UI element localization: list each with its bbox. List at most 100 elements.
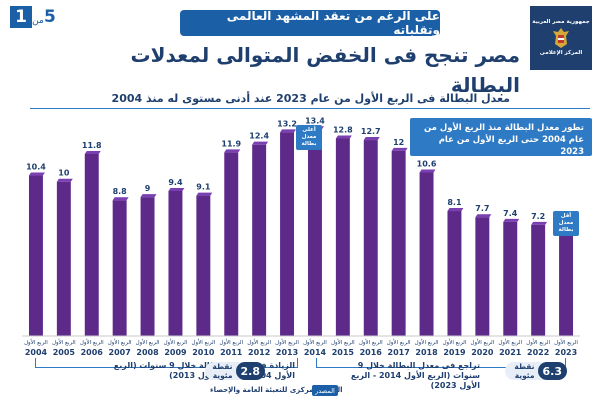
data-label-2018: 10.6 [417,159,437,168]
quarter-label-2020: الربع الأول [470,338,494,346]
data-label-2012: 12.4 [249,132,269,141]
data-label-2020: 7.7 [475,204,489,213]
info-box: تطور معدل البطالة منذ الربع الأول من عام… [410,118,592,157]
decrease-value: 6.3 [537,362,567,380]
x-tick-2020: 2020 [471,348,494,357]
data-label-2006: 11.8 [82,141,102,150]
x-tick-2017: 2017 [388,348,410,357]
bar-cap-2021 [503,218,520,222]
quarter-label-2005: الربع الأول [52,338,76,346]
quarter-label-2016: الربع الأول [359,338,383,346]
quarter-label-2018: الربع الأول [415,338,439,346]
data-label-2004: 10.4 [26,163,46,172]
quarter-label-2004: الربع الأول [24,338,48,346]
x-tick-2005: 2005 [53,348,76,357]
eagle-icon [553,28,569,48]
bar-2017 [391,150,406,336]
quarter-label-2007: الربع الأول [108,338,132,346]
quarter-label-2014: الربع الأول [303,338,327,346]
x-tick-2007: 2007 [109,348,131,357]
x-tick-2008: 2008 [136,348,159,357]
bar-2021 [503,221,518,336]
bar-2012 [252,144,267,336]
x-tick-2006: 2006 [81,348,104,357]
x-tick-2010: 2010 [192,348,215,357]
quarter-label-2019: الربع الأول [443,338,467,346]
bar-cap-2007 [112,197,129,201]
page-title: مصر تنجح فى الخفض المتوالى لمعدلات البطا… [130,43,520,97]
x-tick-2004: 2004 [25,348,48,357]
quarter-label-2011: الربع الأول [219,338,243,346]
kicker-banner: على الرغم من تعقد المشهد العالمى وتقلبات… [180,9,440,37]
bar-cap-2019 [447,208,464,212]
data-label-2005: 10 [58,169,70,178]
data-label-2014: 13.4 [305,116,325,125]
bar-cap-2012 [252,141,269,145]
decrease-unit: نقطة مئوية [514,362,535,380]
note-max: أعلى معدل بطالة [296,125,322,150]
x-tick-2016: 2016 [360,348,383,357]
data-label-2007: 8.8 [113,187,128,196]
data-label-2016: 12.7 [361,127,381,136]
logo-line2: المركز الإعلامى [539,50,583,56]
x-tick-2021: 2021 [499,348,522,357]
quarter-label-2023: الربع الأول [554,338,578,346]
bar-cap-2018 [419,169,436,173]
bar-cap-2016 [363,137,380,141]
quarter-label-2008: الربع الأول [136,338,160,346]
increase-annotation: الزيادة فى معدل البطالة خلال 9 سنوات (ال… [113,361,295,380]
bar-2015 [335,138,350,336]
quarter-label-2015: الربع الأول [331,338,355,346]
bar-2020 [475,217,490,336]
chart-subtitle: معدل البطالة فى الربع الأول من عام 2023 … [111,92,510,105]
x-tick-2022: 2022 [527,348,549,357]
bar-cap-2020 [475,214,492,218]
bar-2005 [56,181,71,336]
x-tick-2018: 2018 [415,348,438,357]
bar-2011 [224,152,239,336]
bar-2008 [140,197,155,336]
quarter-label-2009: الربع الأول [164,338,188,346]
decrease-pill: 6.3 نقطة مئوية [505,362,567,380]
source-label: المصدر [312,385,338,396]
data-label-2011: 11.9 [221,139,241,148]
data-label-2021: 7.4 [503,209,518,218]
bar-2007 [112,200,127,336]
bar-cap-2009 [168,187,185,191]
x-tick-2023: 2023 [555,348,577,357]
bar-cap-2008 [140,194,157,198]
data-label-2015: 12.8 [333,126,353,135]
data-label-2008: 9 [145,184,151,193]
bar-2006 [84,153,99,336]
bar-2023 [559,226,574,336]
bar-cap-2015 [335,135,352,139]
page-of: من [32,16,44,26]
logo-line1: جمهورية مصر العربية [532,19,590,25]
quarter-label-2012: الربع الأول [247,338,271,346]
bar-cap-2011 [224,149,241,153]
bar-2004 [28,175,43,336]
increase-value: 2.8 [235,362,265,380]
bracket-decrease [316,358,566,368]
bar-2009 [168,190,183,336]
increase-unit: نقطة مئوية [212,362,233,380]
bar-2018 [419,172,434,336]
x-tick-2012: 2012 [248,348,270,357]
bar-cap-2006 [84,150,101,154]
data-label-2017: 12 [393,138,404,147]
quarter-label-2017: الربع الأول [387,338,411,346]
bracket-increase [35,358,298,368]
page-indicator: 1 من 5 [10,6,56,28]
bar-cap-2010 [196,192,213,196]
x-tick-2019: 2019 [443,348,466,357]
quarter-label-2022: الربع الأول [526,338,550,346]
x-tick-2011: 2011 [220,348,243,357]
source-text: الجهاز المركزى للتعبئة العامة والإحصاء [210,386,343,394]
bar-2014 [307,129,322,336]
divider [30,108,590,109]
x-tick-2009: 2009 [164,348,187,357]
data-label-2010: 9.1 [196,183,211,192]
bar-cap-2004 [28,172,45,176]
bar-cap-2013 [280,129,297,133]
